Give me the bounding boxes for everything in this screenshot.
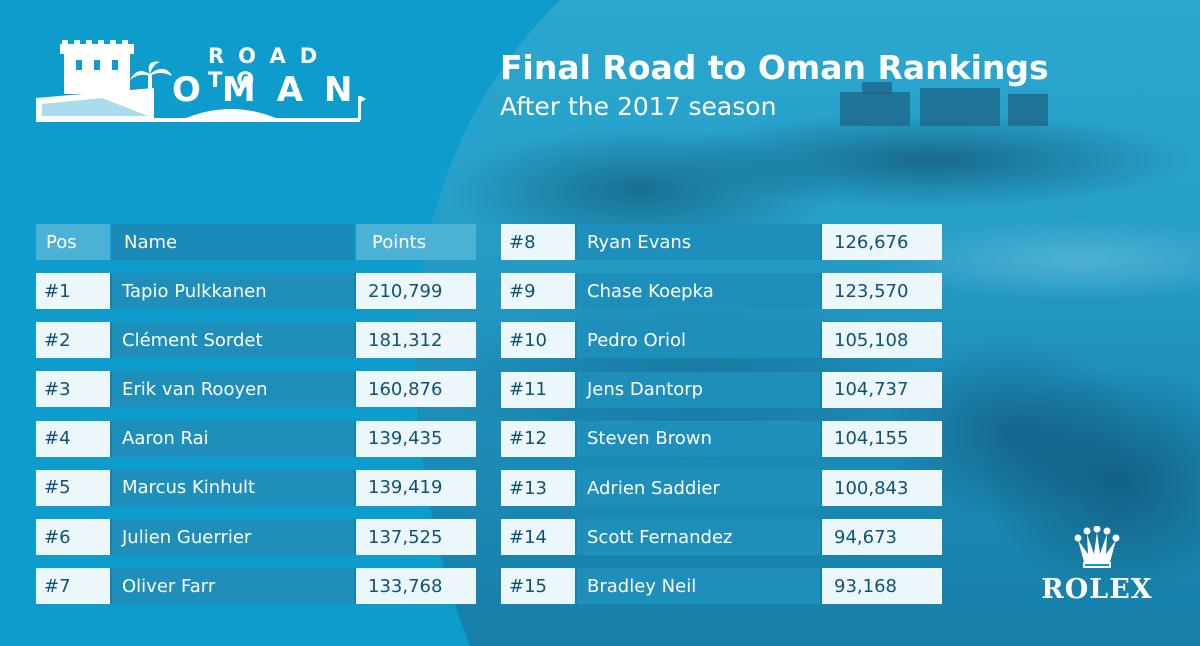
rank-pos: #13 bbox=[501, 470, 575, 506]
player-name: Pedro Oriol bbox=[577, 322, 820, 359]
player-points: 105,108 bbox=[822, 322, 942, 359]
player-points: 93,168 bbox=[822, 568, 942, 605]
player-points: 181,312 bbox=[356, 322, 476, 359]
player-name: Bradley Neil bbox=[577, 568, 820, 605]
player-name: Jens Dantorp bbox=[577, 371, 820, 408]
rank-pos: #5 bbox=[36, 469, 110, 506]
rank-pos: #8 bbox=[501, 224, 575, 260]
rank-pos: #1 bbox=[36, 273, 110, 309]
rank-pos: #9 bbox=[501, 273, 575, 310]
player-points: 133,768 bbox=[356, 568, 476, 605]
player-name: Steven Brown bbox=[577, 420, 820, 457]
header-pos: Pos bbox=[36, 224, 110, 260]
page-subtitle: After the 2017 season bbox=[500, 92, 777, 121]
player-name: Scott Fernandez bbox=[577, 519, 820, 556]
player-name: Tapio Pulkkanen bbox=[112, 273, 354, 309]
player-points: 104,737 bbox=[822, 371, 942, 408]
rolex-logo: ROLEX bbox=[1024, 526, 1170, 606]
player-points: 139,435 bbox=[356, 420, 476, 457]
rank-pos: #3 bbox=[36, 371, 110, 408]
logo-line-1: ROAD TO bbox=[208, 44, 332, 92]
player-points: 210,799 bbox=[356, 273, 476, 309]
logo-line-2: OMAN bbox=[172, 70, 374, 110]
player-name: Erik van Rooyen bbox=[112, 371, 354, 408]
player-name: Clément Sordet bbox=[112, 322, 354, 359]
player-name: Oliver Farr bbox=[112, 568, 354, 605]
player-points: 139,419 bbox=[356, 469, 476, 506]
rank-pos: #12 bbox=[501, 420, 575, 457]
player-points: 123,570 bbox=[822, 273, 942, 310]
player-name: Aaron Rai bbox=[112, 420, 354, 457]
rank-pos: #10 bbox=[501, 322, 575, 359]
header-points: Points bbox=[356, 224, 476, 260]
fort-palm-icon bbox=[36, 40, 366, 122]
road-to-oman-logo: ROAD TO OMAN bbox=[36, 38, 366, 128]
rank-pos: #11 bbox=[501, 371, 575, 408]
rolex-wordmark: ROLEX bbox=[1041, 574, 1153, 605]
background-buildings bbox=[840, 82, 1050, 128]
rank-pos: #7 bbox=[36, 568, 110, 605]
header-name: Name bbox=[112, 224, 354, 260]
player-points: 100,843 bbox=[822, 470, 942, 506]
player-name: Marcus Kinhult bbox=[112, 469, 354, 506]
rank-pos: #15 bbox=[501, 568, 575, 605]
player-points: 137,525 bbox=[356, 519, 476, 555]
rank-pos: #6 bbox=[36, 519, 110, 555]
player-name: Julien Guerrier bbox=[112, 519, 354, 555]
player-points: 160,876 bbox=[356, 371, 476, 408]
player-points: 126,676 bbox=[822, 224, 942, 260]
rank-pos: #2 bbox=[36, 322, 110, 359]
rank-pos: #4 bbox=[36, 420, 110, 457]
player-name: Ryan Evans bbox=[577, 224, 820, 260]
player-points: 94,673 bbox=[822, 519, 942, 556]
player-name: Adrien Saddier bbox=[577, 470, 820, 506]
page-title: Final Road to Oman Rankings bbox=[500, 48, 1049, 87]
rank-pos: #14 bbox=[501, 519, 575, 556]
crown-icon bbox=[1074, 526, 1120, 568]
player-name: Chase Koepka bbox=[577, 273, 820, 310]
player-points: 104,155 bbox=[822, 420, 942, 457]
